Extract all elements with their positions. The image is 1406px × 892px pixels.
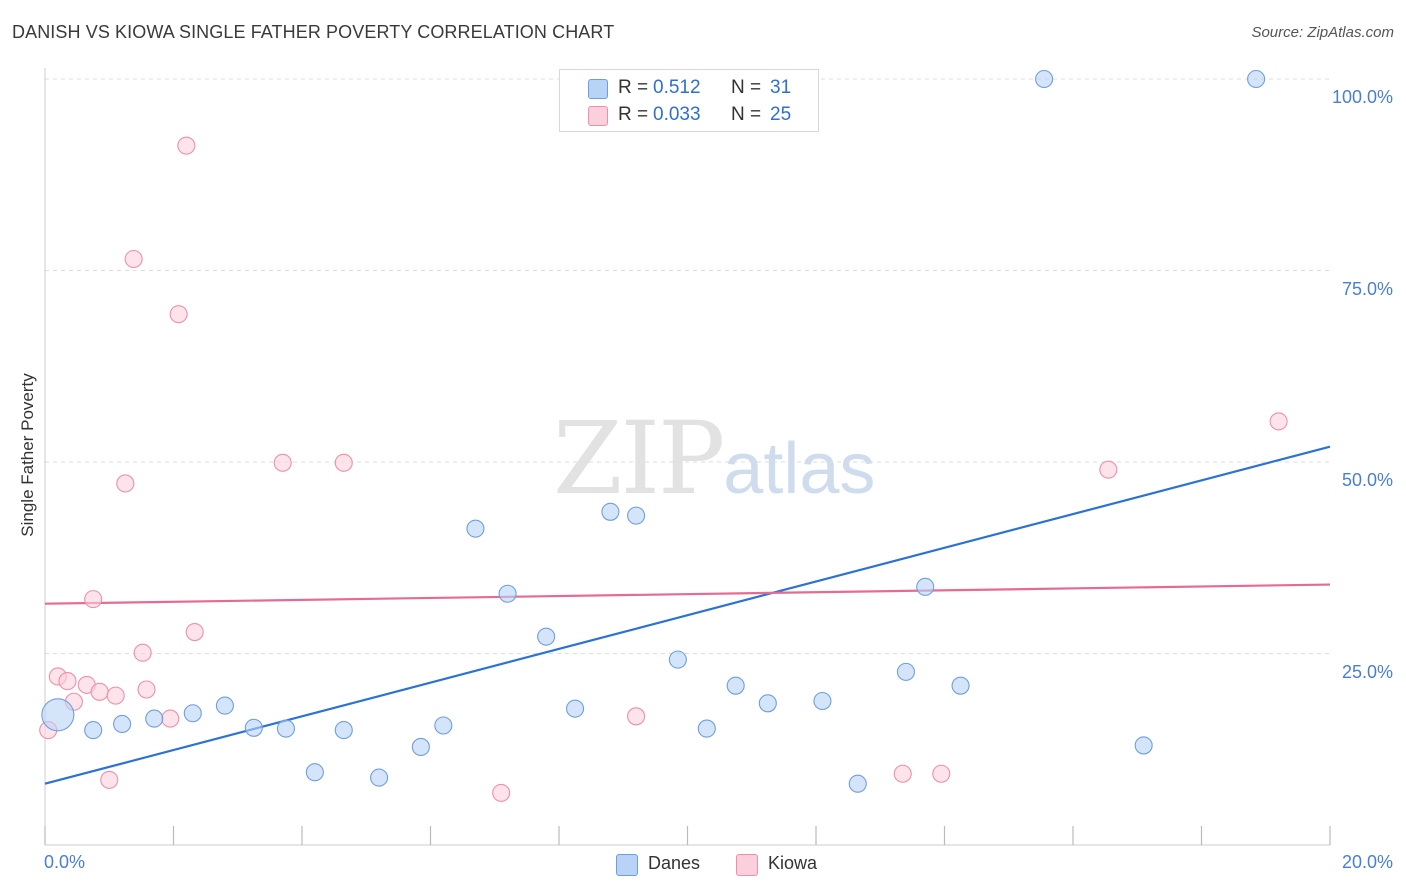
kiowa-r-value: 0.033 <box>653 104 701 125</box>
kiowa-point <box>100 770 119 789</box>
danes-point <box>411 737 430 757</box>
kiowa-point <box>893 764 912 783</box>
danes-r-value: 0.512 <box>653 77 701 98</box>
watermark: ZIPatlas <box>553 400 875 517</box>
x-tick-label-max: 20.0% <box>1341 852 1393 872</box>
danes-legend-label: Danes <box>648 853 701 873</box>
kiowa-point <box>106 686 125 705</box>
kiowa-point <box>1269 412 1288 431</box>
danes-point <box>916 577 935 596</box>
kiowa-r-label: R = <box>618 104 649 125</box>
kiowa-point <box>90 682 109 701</box>
gridlines <box>45 78 1330 654</box>
danes-point <box>848 774 867 793</box>
y-tick-label-75: 75.0% <box>1341 278 1393 299</box>
danes-point <box>668 650 687 669</box>
kiowa-point <box>492 783 511 802</box>
correlation-legend: R = 0.512 N = 31 R = 0.033 N = 25 <box>559 69 819 132</box>
kiowa-point <box>273 453 292 472</box>
danes-point <box>215 696 234 715</box>
y-tick-label-100: 100.0% <box>1331 87 1393 107</box>
data-points <box>39 69 1288 802</box>
danes-point <box>334 721 353 740</box>
kiowa-legend-swatch <box>736 854 758 876</box>
source-label: Source: ZipAtlas.com <box>1251 24 1394 41</box>
danes-point <box>813 691 832 711</box>
danes-point <box>370 768 389 787</box>
danes-point <box>466 519 485 538</box>
kiowa-point <box>137 680 156 699</box>
kiowa-point <box>84 590 103 609</box>
danes-point <box>697 719 716 738</box>
kiowa-point <box>116 474 135 493</box>
danes-point <box>951 676 970 695</box>
danes-point <box>84 721 103 740</box>
kiowa-point <box>627 707 646 726</box>
y-axis-title: Single Father Poverty <box>18 373 37 537</box>
kiowa-point <box>185 623 204 642</box>
trend-lines <box>44 445 1331 785</box>
danes-point <box>1035 69 1054 89</box>
danes-point <box>434 716 453 735</box>
danes-point <box>276 719 295 738</box>
danes-point <box>305 763 324 782</box>
kiowa-point <box>177 136 196 155</box>
danes-point <box>566 699 585 718</box>
danes-point <box>896 662 916 681</box>
chart-title: DANISH VS KIOWA SINGLE FATHER POVERTY CO… <box>12 22 615 42</box>
y-tick-label-50: 50.0% <box>1341 470 1393 490</box>
danes-swatch <box>588 79 608 99</box>
kiowa-point <box>334 453 353 472</box>
danes-point <box>601 502 620 521</box>
danes-point <box>1134 736 1153 755</box>
danes-n-value: 31 <box>770 77 792 98</box>
kiowa-point <box>133 643 152 662</box>
watermark-atlas: atlas <box>723 429 876 509</box>
danes-point <box>627 506 646 525</box>
kiowa-point <box>932 764 951 783</box>
danes-point <box>537 627 556 646</box>
danes-point <box>244 718 263 737</box>
danes-point <box>145 709 164 728</box>
kiowa-n-value: 25 <box>770 104 792 125</box>
kiowa-legend-label: Kiowa <box>768 853 818 873</box>
kiowa-point <box>124 249 143 269</box>
danes-point <box>41 698 75 732</box>
danes-point <box>1247 69 1266 89</box>
kiowa-point <box>161 709 180 728</box>
y-tick-label-25: 25.0% <box>1341 661 1393 682</box>
danes-n-label: N = <box>731 77 762 98</box>
kiowa-trend-line <box>44 583 1331 605</box>
danes-point <box>758 694 777 713</box>
danes-point <box>498 584 517 603</box>
axes <box>44 68 1331 846</box>
danes-r-label: R = <box>618 77 649 98</box>
danes-legend-swatch <box>616 854 638 876</box>
kiowa-swatch <box>588 106 608 126</box>
kiowa-n-label: N = <box>731 104 762 125</box>
danes-point <box>113 714 132 734</box>
x-tick-label-min: 0.0% <box>44 852 86 872</box>
danes-point <box>183 704 202 723</box>
watermark-zip: ZIP <box>553 400 725 517</box>
kiowa-point <box>169 305 188 324</box>
kiowa-point <box>1099 460 1118 479</box>
kiowa-point <box>58 672 77 691</box>
danes-trend-line <box>44 445 1331 785</box>
danes-point <box>726 676 745 695</box>
